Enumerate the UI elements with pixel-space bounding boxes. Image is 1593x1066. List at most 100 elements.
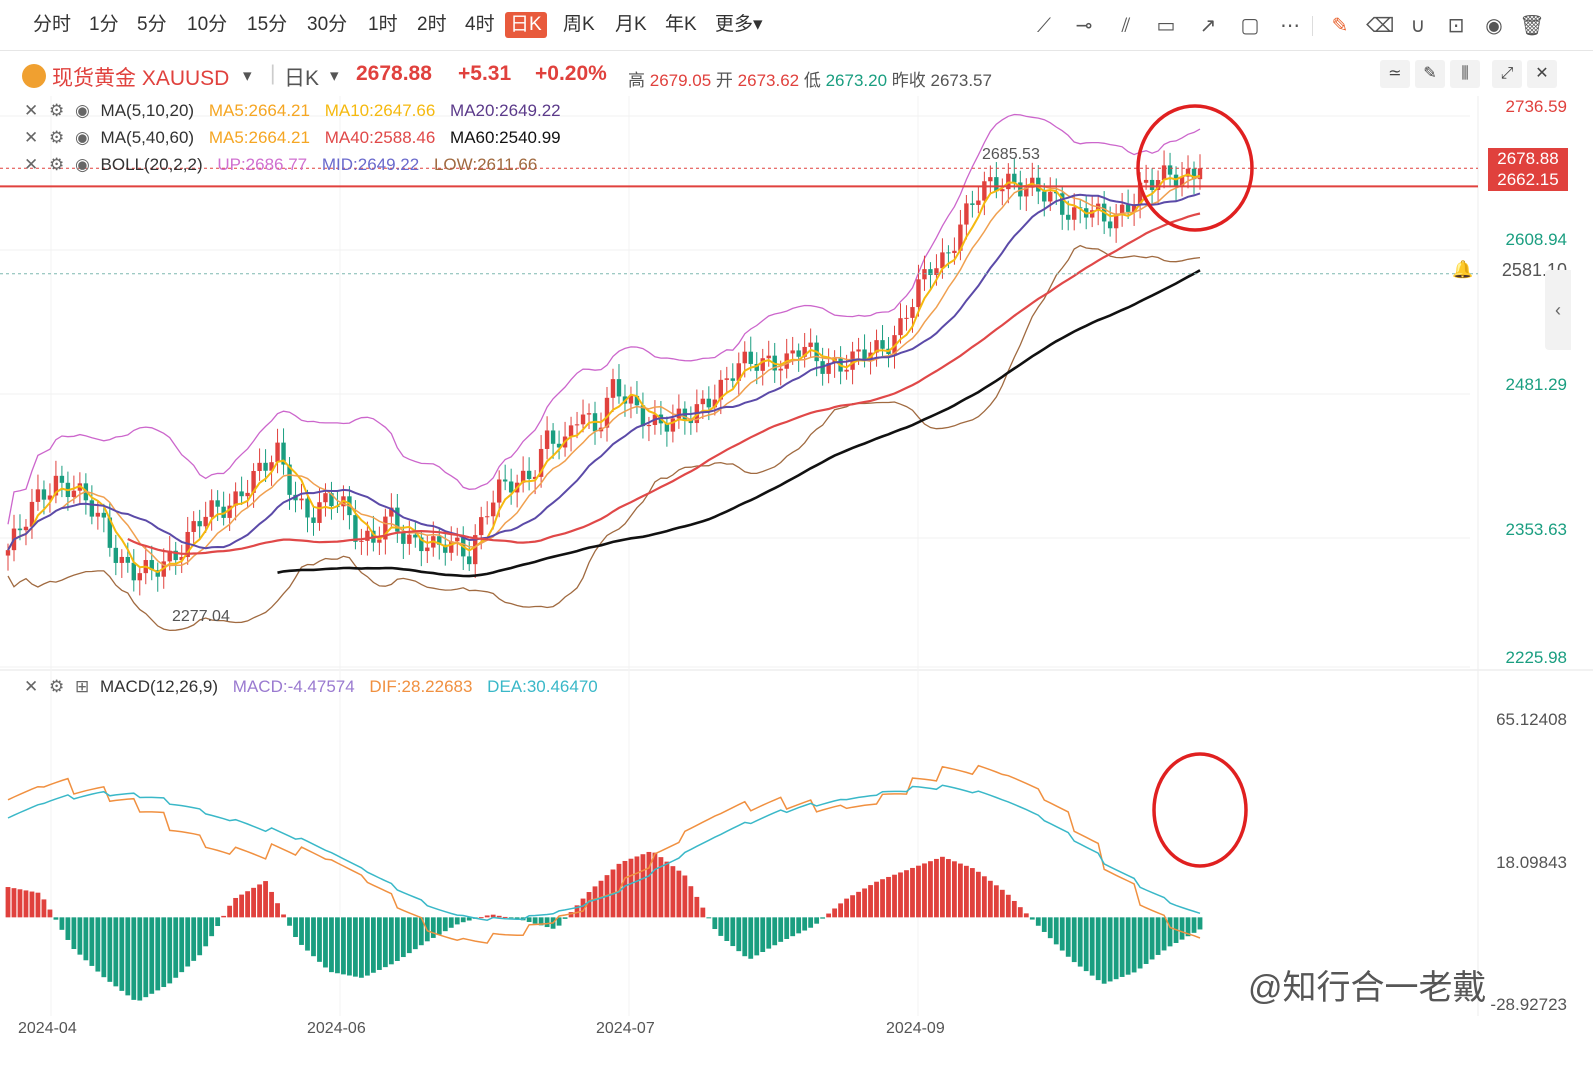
candle-body [490, 502, 496, 517]
candle-body [1089, 210, 1095, 218]
macd-histogram-bar [119, 917, 125, 991]
candle-body [305, 498, 310, 518]
timeframe-tab-7[interactable]: 2时 [417, 14, 447, 35]
macd-histogram-bar [65, 917, 71, 940]
timeframe-tab-5[interactable]: 30分 [307, 14, 348, 35]
settings-icon[interactable]: ⚙ [48, 101, 65, 120]
candle-body [634, 395, 640, 406]
x-axis-label: 2024-06 [307, 1020, 366, 1037]
macd-histogram-bar [251, 887, 256, 918]
indicator-icon[interactable]: ≃ [1380, 60, 1410, 88]
last-price: 2678.88 [356, 62, 432, 85]
macd-histogram-bar [299, 917, 304, 945]
price-axis-label: 2225.98 [1505, 648, 1567, 667]
lock-icon[interactable]: ⊡ [1447, 15, 1465, 37]
timeframe-tab-13[interactable]: 更多▾ [715, 14, 763, 35]
remove-indicator-icon[interactable]: ✕ [24, 677, 39, 696]
macd-histogram-bar [682, 875, 688, 918]
macd-histogram-bar [562, 917, 568, 919]
candle-body [910, 307, 915, 318]
parallel-line-icon[interactable]: ⫽ [1121, 15, 1131, 37]
settings-icon[interactable]: ⚙ [48, 677, 65, 696]
arrow-icon[interactable]: ↗ [1199, 15, 1217, 37]
candle-type-icon[interactable]: ⫼ [1450, 60, 1480, 88]
draw-icon[interactable]: ✎ [1415, 60, 1445, 88]
collapse-panel-icon[interactable]: ‹ [1545, 270, 1571, 350]
timeframe-tab-12[interactable]: 年K [665, 14, 697, 35]
macd-histogram-bar [778, 917, 784, 942]
ma1-ma5: MA5:2664.21 [208, 101, 310, 120]
candle-body [664, 423, 670, 432]
macd-histogram-bar [532, 917, 538, 924]
timeframe-tab-8[interactable]: 4时 [465, 14, 495, 35]
timeframe-tab-4[interactable]: 15分 [247, 14, 288, 35]
timeframe-tab-3[interactable]: 10分 [187, 14, 228, 35]
candle-body [23, 526, 29, 531]
macd-histogram-bar [1125, 917, 1131, 975]
candle-body [616, 379, 622, 397]
macd-histogram-bar [676, 870, 682, 918]
kline-chart[interactable] [0, 96, 1593, 1066]
period-dropdown-icon[interactable]: ▾ [330, 66, 339, 85]
macd-histogram-bar [874, 881, 879, 918]
candle-body [1066, 214, 1071, 220]
eraser-icon[interactable]: ⌫ [1366, 15, 1395, 37]
remove-indicator-icon[interactable]: ✕ [24, 101, 39, 120]
eye-icon[interactable]: ◉ [1485, 15, 1503, 37]
macd-histogram-bar [1071, 917, 1077, 963]
candle-body [179, 557, 184, 561]
remove-indicator-icon[interactable]: ✕ [24, 155, 39, 174]
visibility-eye-icon[interactable]: ◉ [74, 128, 90, 147]
macd-histogram-bar [580, 898, 586, 918]
candle-body [712, 399, 718, 408]
settings-icon[interactable]: ⚙ [48, 128, 65, 147]
trend-line-icon[interactable]: ⟋ [1037, 15, 1051, 37]
macd-histogram-bar [1041, 917, 1047, 932]
macd-histogram-bar [987, 880, 993, 918]
bell-icon[interactable]: 🔔 [1452, 260, 1474, 279]
comment-icon[interactable]: ▢ [1240, 15, 1260, 37]
period-label[interactable]: 日K [284, 67, 320, 90]
timeframe-tab-11[interactable]: 月K [615, 14, 647, 35]
prev-close-value: 2673.57 [930, 71, 992, 90]
macd-histogram-bar [784, 917, 790, 939]
symbol-name[interactable]: 现货黄金 XAUUSD [52, 67, 230, 90]
candle-body [389, 507, 394, 517]
open-label: 开 [715, 71, 733, 90]
macd-histogram-bar [364, 917, 370, 976]
macd-histogram-bar [1011, 900, 1017, 918]
edit-icon[interactable]: ✎ [1331, 15, 1349, 37]
macd-histogram-bar [640, 854, 646, 918]
horizontal-line-icon[interactable]: ⊸ [1075, 15, 1093, 37]
timeframe-tab-6[interactable]: 1时 [368, 14, 398, 35]
rectangle-icon[interactable]: ▭ [1156, 15, 1176, 37]
visibility-eye-icon[interactable]: ◉ [74, 155, 90, 174]
symbol-bar: 现货黄金 XAUUSD ▾ | 日K ▾ 2678.88 +5.31 +0.20… [0, 52, 1593, 96]
timeframe-tab-9[interactable]: 日K [505, 12, 547, 38]
timeframe-tab-0[interactable]: 分时 [33, 14, 72, 35]
candle-body [544, 430, 550, 449]
boll-mid: MID:2649.22 [321, 155, 420, 174]
candle-body [718, 379, 724, 400]
boll-low: LOW:2611.66 [433, 155, 538, 174]
timeframe-tab-10[interactable]: 周K [563, 14, 595, 35]
candle-body [586, 413, 592, 415]
timeframe-tab-2[interactable]: 5分 [137, 14, 167, 35]
candle-body [245, 492, 250, 497]
expand-icon[interactable]: ⊞ [74, 677, 90, 696]
symbol-dropdown-icon[interactable]: ▾ [243, 66, 252, 85]
magnet-icon[interactable]: ∪ [1410, 15, 1426, 37]
x-axis-label: 2024-09 [886, 1020, 945, 1037]
close-icon[interactable]: ✕ [1527, 60, 1557, 88]
more-dots-icon[interactable]: ⋯ [1280, 15, 1300, 37]
macd-histogram-bar [766, 917, 772, 949]
candle-body [844, 369, 849, 372]
macd-histogram-bar [1179, 917, 1185, 940]
remove-indicator-icon[interactable]: ✕ [24, 128, 39, 147]
timeframe-tab-1[interactable]: 1分 [89, 14, 119, 35]
settings-icon[interactable]: ⚙ [48, 155, 65, 174]
trash-icon[interactable]: 🗑 [1519, 15, 1545, 37]
macd-histogram-bar [197, 917, 203, 956]
visibility-eye-icon[interactable]: ◉ [74, 101, 90, 120]
fullscreen-icon[interactable]: ⤢ [1492, 60, 1522, 88]
